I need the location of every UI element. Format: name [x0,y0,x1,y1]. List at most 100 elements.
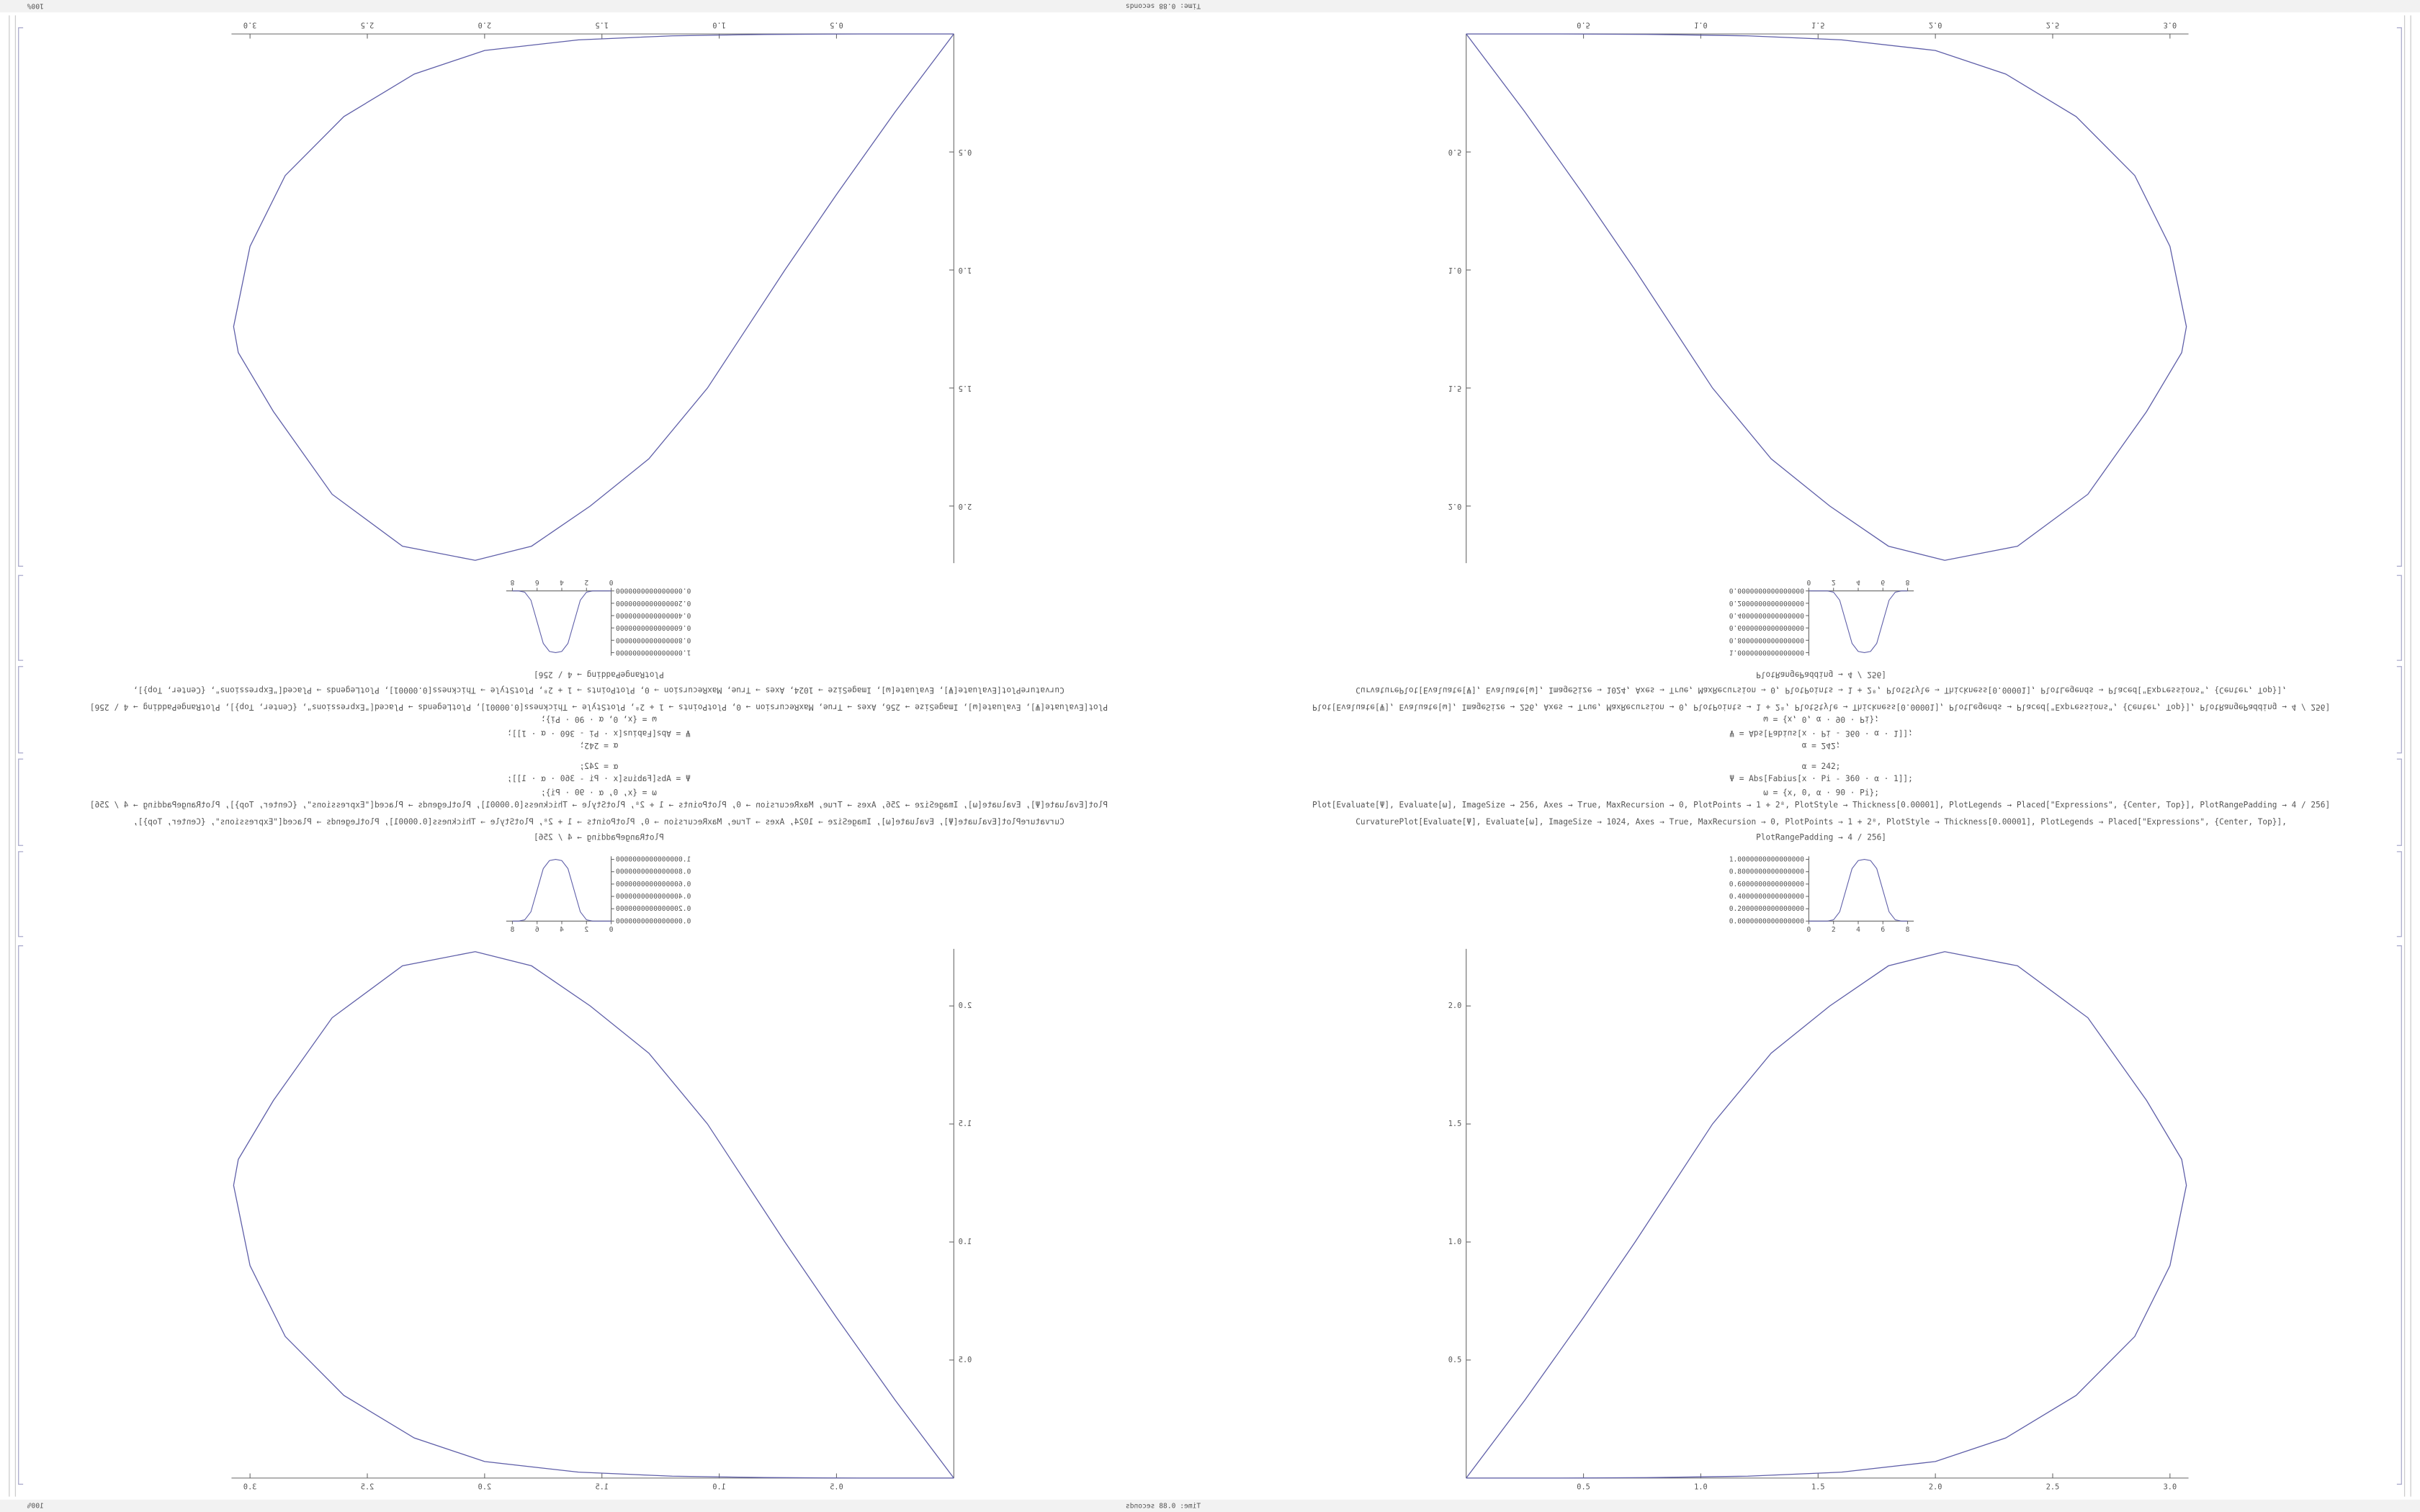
x-tick-label: 6 [535,926,539,934]
x-tick-label: 1.5 [595,20,609,29]
x-tick-label: 8 [1906,578,1910,586]
x-tick-label: 2.5 [2046,1483,2060,1492]
y-tick-label: 0.8000000000000000 [616,636,691,644]
code-line: ω = {x, 0, α · 90 · Pi}; [1763,715,1879,724]
code-line: CurvaturePlot[Evaluate[Ψ], Evaluate[ω], … [133,817,1065,827]
y-tick-label: 0.6000000000000000 [1729,881,1805,888]
y-tick-label: 1.5 [1448,1120,1462,1128]
y-tick-label: 0.4000000000000000 [616,611,691,619]
x-tick-label: 2.0 [1929,20,1942,29]
y-tick-label: 1.5 [959,1120,972,1128]
status-info: Time: 0.88 seconds [1126,1502,1201,1510]
y-tick-label: 1.0000000000000000 [616,648,691,656]
x-tick-label: 1.5 [1811,20,1825,29]
cell-bracket [18,945,24,1485]
curve [233,33,954,561]
code-line: α = 242; [1802,762,1841,771]
y-tick-label: 1.0000000000000000 [1729,648,1805,656]
y-tick-label: 0.5 [959,1356,972,1364]
y-tick-label: 2.0 [1448,1002,1462,1010]
x-tick-label: 2.0 [478,20,492,29]
cell-bracket [2396,666,2402,754]
curve [512,590,611,653]
x-tick-label: 2 [1832,578,1836,586]
x-tick-label: 1.0 [712,1483,726,1492]
x-tick-label: 0.5 [830,1483,843,1492]
x-tick-label: 8 [1906,926,1910,934]
x-tick-label: 8 [510,926,514,934]
code-line: ω = {x, 0, α · 90 · Pi}; [1763,788,1879,797]
code-line: Plot[Evaluate[Ψ], Evaluate[ω], ImageSize… [90,702,1108,711]
code-line: Plot[Evaluate[Ψ], Evaluate[ω], ImageSize… [1312,702,2330,711]
x-tick-label: 2 [584,578,588,586]
cell-bracket [2396,945,2402,1485]
y-tick-label: 0.2000000000000000 [616,905,691,913]
y-tick-label: 0.8000000000000000 [616,868,691,876]
x-tick-label: 4 [1856,926,1860,934]
curve [1809,590,1908,653]
y-tick-label: 1.0 [959,1238,972,1246]
y-tick-label: 1.0000000000000000 [616,856,691,864]
y-tick-label: 1.0 [1448,266,1462,274]
curve [233,951,954,1479]
x-tick-label: 4 [1856,578,1860,586]
curve [1809,859,1908,922]
y-tick-label: 0.6000000000000000 [1729,624,1805,631]
curve [1466,951,2187,1479]
code-line: Plot[Evaluate[Ψ], Evaluate[ω], ImageSize… [90,801,1108,810]
y-tick-label: 2.0 [959,502,972,510]
y-tick-label: 1.0000000000000000 [1729,856,1805,864]
x-tick-label: 0.5 [1577,20,1590,29]
code-line: Ψ = Abs[Fabius[x · Pi - 360 · α · 1]]; [1729,729,1913,738]
cell-bracket [18,27,24,567]
x-tick-label: 6 [1881,926,1885,934]
y-tick-label: 0.2000000000000000 [616,599,691,607]
y-tick-label: 0.4000000000000000 [616,893,691,901]
x-tick-label: 8 [510,578,514,586]
y-tick-label: 2.0 [959,1002,972,1010]
y-tick-label: 0.8000000000000000 [1729,636,1805,644]
y-tick-label: 0.6000000000000000 [616,881,691,888]
cell-bracket [2396,575,2402,661]
cell-bracket [18,851,24,937]
curve [1466,33,2187,561]
code-line: PlotRangePadding → 4 / 256] [534,833,664,842]
x-tick-label: 4 [560,926,564,934]
y-tick-label: 1.5 [959,384,972,392]
code-line: Ψ = Abs[Fabius[x · Pi - 360 · α · 1]]; [507,729,691,738]
x-tick-label: 2.5 [361,20,375,29]
cell-bracket [2396,851,2402,937]
y-tick-label: 0.4000000000000000 [1729,893,1805,901]
y-tick-label: 0.0000000000000000 [1729,587,1805,595]
y-tick-label: 0.0000000000000000 [1729,917,1805,925]
code-line: PlotRangePadding → 4 / 256] [1756,670,1886,679]
y-tick-label: 2.0 [1448,502,1462,510]
y-tick-label: 0.5 [959,148,972,156]
x-tick-label: 0.5 [1577,1483,1590,1492]
y-tick-label: 0.5 [1448,1356,1462,1364]
cell-bracket [2396,758,2402,846]
zoom-level: 100% [27,1502,43,1510]
x-tick-label: 0 [609,578,613,586]
code-line: α = 242; [580,762,619,771]
y-tick-label: 1.0 [1448,1238,1462,1246]
code-line: Plot[Evaluate[Ψ], Evaluate[ω], ImageSize… [1312,801,2330,810]
code-line: α = 242; [1802,741,1841,750]
curve [512,859,611,922]
status-bar [0,0,2420,13]
code-line: α = 242; [580,741,619,750]
x-tick-label: 0 [1807,926,1811,934]
x-tick-label: 1.0 [712,20,726,29]
y-tick-label: 1.0 [959,266,972,274]
cell-bracket [2396,27,2402,567]
status-info: Time: 0.88 seconds [1126,2,1201,10]
x-tick-label: 1.5 [1811,1483,1825,1492]
x-tick-label: 2.0 [478,1483,492,1492]
y-tick-label: 0.4000000000000000 [1729,611,1805,619]
zoom-level: 100% [27,2,43,10]
x-tick-label: 0 [1807,578,1811,586]
y-tick-label: 1.5 [1448,384,1462,392]
x-tick-label: 2 [584,926,588,934]
